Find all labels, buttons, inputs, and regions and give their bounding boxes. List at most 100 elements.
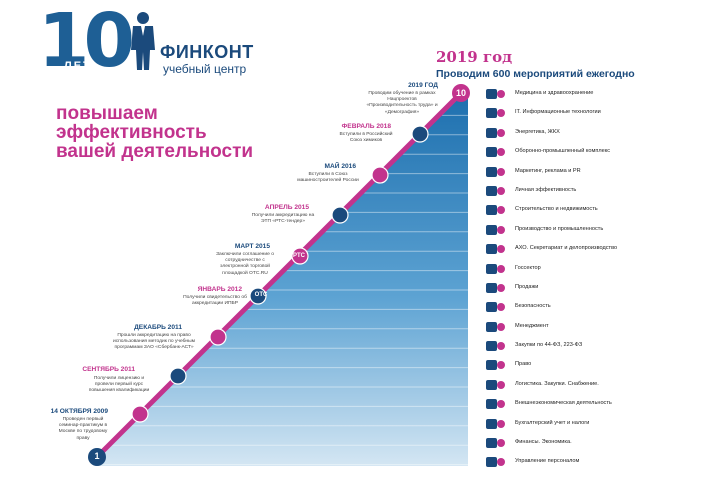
slogan: повышаем эффективность вашей деятельност… (56, 104, 296, 161)
end-step-circle (452, 84, 470, 102)
globe-icon (485, 397, 505, 410)
milestone-node (131, 405, 149, 423)
direction-item: Безопасность (485, 297, 715, 316)
procurement-icon (485, 339, 505, 352)
milestone-node (291, 247, 309, 265)
slogan-line-2: эффективность (56, 122, 207, 143)
management-icon (485, 320, 505, 333)
direction-label: Управление персоналом (515, 458, 580, 465)
milestone-desc: Получили лицензию и провели первый курс … (88, 376, 150, 394)
direction-item: Продажи (485, 278, 715, 297)
milestone-date: 2019 ГОД (408, 82, 438, 89)
direction-item: Бухгалтерский учет и налоги (485, 414, 715, 433)
security-icon (485, 300, 505, 313)
it-icon (485, 106, 505, 119)
direction-label: Закупки по 44-ФЗ, 223-ФЗ (515, 342, 583, 349)
staircase-fill (96, 92, 468, 466)
milestone-date: МАЙ 2016 (324, 163, 357, 170)
milestone-node (249, 287, 267, 305)
logo-number: 10 (38, 0, 135, 84)
direction-item: Закупки по 44-ФЗ, 223-ФЗ (485, 336, 715, 355)
direction-item: Маркетинг, реклама и PR (485, 162, 715, 181)
direction-label: Продажи (515, 283, 539, 290)
direction-item: Право (485, 355, 715, 374)
direction-label: Медицина и здравоохранение (515, 90, 594, 96)
logistics-icon (485, 378, 505, 391)
start-step-circle (88, 448, 106, 466)
finance-icon (485, 436, 505, 449)
milestone-desc: Заключили соглашение о сотрудничестве с … (216, 252, 274, 276)
direction-label: Бухгалтерский учет и налоги (515, 419, 590, 426)
milestone-desc: Вступили в Союз машиностроителей России (297, 172, 359, 184)
staircase-steps (89, 95, 468, 466)
direction-label: Производство и промышленность (515, 225, 604, 232)
milestone-desc: Получили аккредитацию на ЭТП «РТС-тендер… (251, 213, 315, 225)
direction-item: Энергетика, ЖКХ (485, 123, 715, 142)
direction-label: Безопасность (515, 303, 551, 310)
accounting-icon (485, 417, 505, 430)
direction-label: Строительство и недвижимость (515, 206, 598, 213)
government-icon (485, 262, 505, 275)
direction-label: Госсектор (515, 264, 541, 271)
direction-item: АХО. Секретариат и делопроизводство (485, 239, 715, 258)
milestone-date: ЯНВАРЬ 2012 (197, 286, 242, 293)
direction-label: Право (515, 361, 532, 368)
law-icon (485, 358, 505, 371)
medical-icon (485, 87, 505, 100)
direction-label: Внешнеэкономическая деятельность (515, 400, 612, 407)
milestone-date: 14 ОКТЯБРЯ 2009 (50, 408, 108, 415)
milestone-node (371, 166, 389, 184)
direction-item: Производство и промышленность (485, 220, 715, 239)
direction-item: Менеджмент (485, 317, 715, 336)
logo-years-label: ЛЕТ (64, 60, 92, 72)
businessman-icon (131, 12, 155, 70)
brand-name: ФИНКОНТ (160, 42, 254, 62)
direction-item: Госсектор (485, 259, 715, 278)
factory-icon (485, 223, 505, 236)
milestone-node (411, 125, 429, 143)
otc-badge: OTC (254, 292, 268, 298)
person-icon (485, 184, 505, 197)
milestone-desc: Прошли аккредитацию на право использован… (112, 333, 195, 351)
end-step-number: 10 (455, 88, 466, 98)
brand-subtitle: учебный центр (163, 62, 247, 76)
start-step-number: 1 (94, 451, 100, 461)
slogan-line-3: вашей деятельности (56, 141, 254, 162)
hr-icon (485, 455, 505, 468)
milestone-node (169, 367, 187, 385)
defense-icon (485, 145, 505, 158)
direction-label: Энергетика, ЖКХ (515, 128, 560, 135)
direction-item: Логистика. Закупки. Снабжение. (485, 375, 715, 394)
year-subtitle: Проводим 600 мероприятий ежегодно (436, 68, 635, 80)
milestone-desc: Получили свидетельство об аккредитации И… (183, 295, 247, 307)
direction-item: Личная эффективность (485, 181, 715, 200)
direction-item: IT. Информационные технологии (485, 103, 715, 122)
milestone-node (209, 328, 227, 346)
direction-item: Оборонно-промышленный комплекс (485, 142, 715, 161)
direction-label: Оборонно-промышленный комплекс (515, 148, 611, 155)
direction-item: Управление персоналом (485, 452, 715, 471)
direction-label: Финансы. Экономика. (515, 439, 572, 446)
slogan-line-1: повышаем (56, 103, 158, 124)
milestone-date: ФЕВРАЛЬ 2018 (341, 123, 391, 130)
marketing-icon (485, 165, 505, 178)
milestone-desc: Вступили в Российский Союз химиков (339, 132, 393, 144)
directions-list: Медицина и здравоохранение IT. Информацио… (485, 84, 715, 472)
milestone-date: МАРТ 2015 (234, 243, 270, 250)
year-title: 2019 год (436, 48, 513, 66)
direction-item: Строительство и недвижимость (485, 200, 715, 219)
rtc-badge: РТС (293, 253, 305, 259)
direction-label: IT. Информационные технологии (515, 109, 601, 116)
direction-item: Медицина и здравоохранение (485, 84, 715, 103)
direction-label: Логистика. Закупки. Снабжение. (515, 380, 599, 387)
construction-icon (485, 203, 505, 216)
logo-ten-years: 10 (38, 4, 135, 78)
milestone-desc: Проведен первый семинар-практикум в Моск… (58, 417, 108, 441)
milestone-date: ДЕКАБРЬ 2011 (134, 324, 182, 331)
timeline-line (94, 90, 464, 460)
milestone-desc: Проводим обучение в рамках Нацпроектов «… (366, 91, 438, 115)
energy-icon (485, 126, 505, 139)
sales-icon (485, 281, 505, 294)
